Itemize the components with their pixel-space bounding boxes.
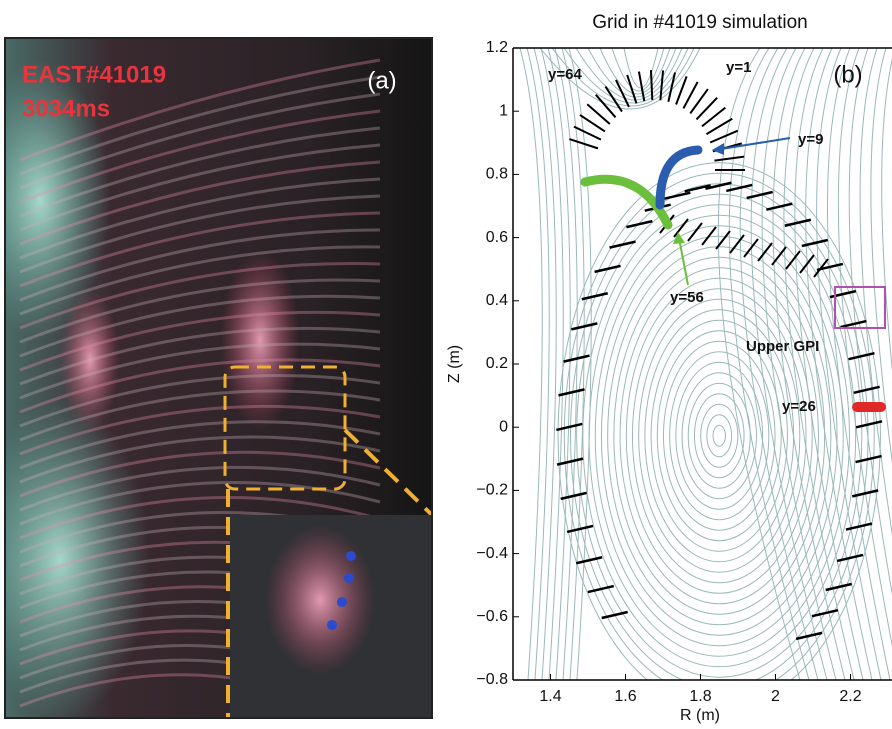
annotation: y=9 (798, 131, 823, 148)
y-axis-label: Z (m) (446, 345, 463, 383)
inset-marker (344, 573, 354, 583)
gpi-marker (852, 402, 886, 412)
panel-label: (b) (833, 61, 862, 88)
annotation: Upper GPI (746, 338, 819, 355)
x-tick-label: 2 (771, 688, 780, 705)
chart-title: Grid in #41019 simulation (592, 12, 807, 33)
annotation: y=26 (782, 398, 816, 415)
y-tick-label: 0.2 (486, 355, 508, 372)
image-glow (220, 250, 300, 430)
inset-marker (337, 597, 347, 607)
y-tick-label: −0.4 (476, 545, 508, 562)
y-tick-label: 0 (499, 418, 508, 435)
y-tick-label: 0.4 (486, 292, 508, 309)
annotation: y=56 (670, 289, 704, 306)
x-tick-label: 2.2 (839, 688, 861, 705)
camera-image: EAST#41019 3034ms (a) (0, 38, 432, 723)
figure: EAST#41019 3034ms (a) Grid in #41019 sim… (0, 0, 892, 729)
inset-marker (327, 620, 337, 630)
plot-area: y=64 y=1 y=9 y=56 Upper GPI y=26 (b) (513, 48, 892, 709)
shot-label: EAST#41019 (22, 61, 166, 88)
y-tick-label: 1 (499, 102, 508, 119)
panel-label: (a) (367, 67, 396, 94)
x-axis-label: R (m) (680, 707, 720, 724)
y-tick-label: −0.2 (476, 482, 508, 499)
y-tick-label: 0.6 (486, 229, 508, 246)
x-tick-label: 1.4 (539, 688, 561, 705)
time-label: 3034ms (22, 95, 110, 122)
y-tick-label: −0.8 (476, 671, 508, 688)
x-tick-label: 1.6 (614, 688, 636, 705)
grid-segment (651, 70, 652, 100)
y-tick-label: 0.8 (486, 166, 508, 183)
x-tick-label: 1.8 (689, 688, 711, 705)
annotation: y=64 (548, 66, 582, 83)
inset-marker (346, 551, 356, 561)
y-tick-label: −0.6 (476, 608, 508, 625)
annotation: y=1 (726, 59, 751, 76)
inset-glow (265, 525, 375, 675)
y-tick-label: 1.2 (486, 39, 508, 56)
